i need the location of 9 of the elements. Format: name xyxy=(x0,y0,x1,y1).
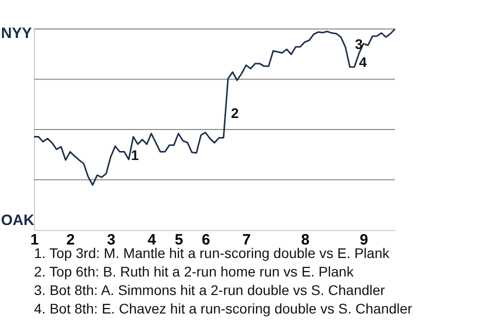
annotation: OAK xyxy=(1,212,34,229)
text: 3. Bot 8th: A. Simmons hit a 2-run double vs S. Chandler xyxy=(34,282,386,298)
text: NYY xyxy=(1,25,32,42)
annotation: 1 xyxy=(131,147,139,163)
annotation: 4 xyxy=(359,54,367,70)
text: 2. Top 6th: B. Ruth hit a 2-run home run vs E. Plank xyxy=(34,264,355,280)
annotation: 3 xyxy=(355,36,363,52)
annotation: 2 xyxy=(231,105,239,121)
text: 4. Bot 8th: E. Chavez hit a run-scoring double vs S. Chandler xyxy=(34,300,413,316)
